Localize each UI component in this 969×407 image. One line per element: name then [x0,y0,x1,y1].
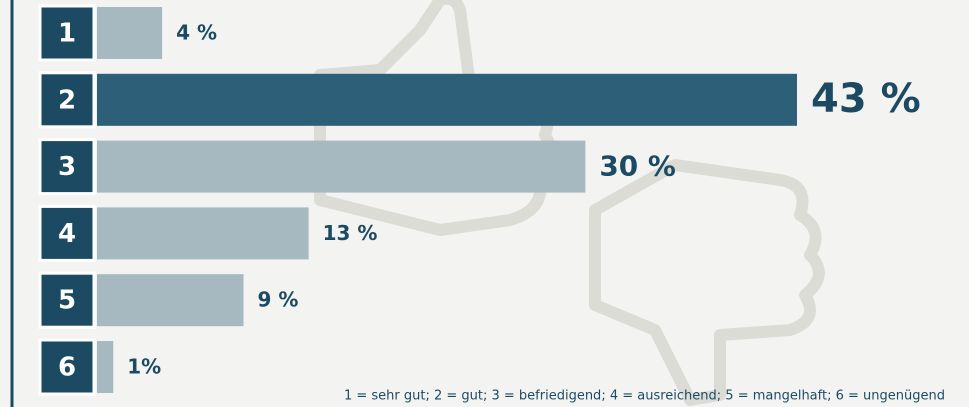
value-label: 1% [127,355,161,379]
chart: 1 4 % 2 43 % 3 30 % 4 13 % 5 9 % 6 1% 1 = sehr gut; … [0,0,969,407]
bar [97,7,162,59]
bar [97,74,797,126]
value-label: 43 % [811,76,921,122]
value-label: 9 % [258,288,299,312]
page: 1 4 % 2 43 % 3 30 % 4 13 % 5 9 % 6 1% 1 = sehr gut; … [0,0,969,407]
bar [97,274,244,326]
bar [97,141,585,193]
bar [97,341,113,393]
category-label: 4 [58,219,76,249]
category-label: 2 [58,85,76,115]
value-label: 4 % [176,21,217,45]
value-label: 30 % [599,150,676,183]
category-label: 3 [58,152,76,182]
bar [97,207,309,259]
footnote: 1 = sehr gut; 2 = gut; 3 = befriedigend;… [344,389,945,404]
category-label: 6 [58,353,76,383]
value-label: 13 % [323,221,378,245]
category-label: 1 [58,19,76,49]
category-label: 5 [58,286,76,316]
background [0,0,969,407]
